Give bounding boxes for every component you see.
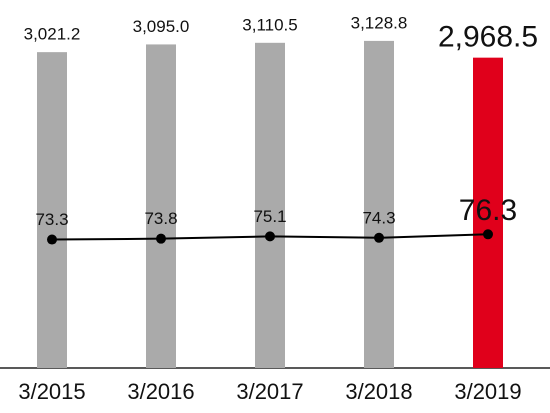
line-value-label: 73.3 [35,210,68,229]
line-value-label: 74.3 [362,208,395,227]
x-tick-label: 3/2019 [454,379,521,404]
line-value-label: 75.1 [253,207,286,226]
bar-value-label: 3,095.0 [133,17,190,36]
bar [473,57,503,368]
bar [146,44,176,368]
line-value-label: 76.3 [459,194,517,227]
bar [255,42,285,368]
x-tick-label: 3/2015 [18,379,85,404]
x-tick-label: 3/2016 [127,379,194,404]
bar-value-label: 3,128.8 [351,13,408,32]
x-tick-label: 3/2018 [345,379,412,404]
bar-value-label: 3,110.5 [242,15,297,34]
bar [364,40,394,368]
bar-value-label: 3,021.2 [24,25,81,44]
line-point [47,234,57,245]
x-tick-label: 3/2017 [236,379,303,404]
line-point [374,232,384,243]
line-value-label: 73.8 [144,209,177,228]
line-point [265,231,275,242]
bar [37,52,67,368]
line-point [483,229,493,240]
bar-value-label: 2,968.5 [438,21,538,54]
line-point [156,233,166,244]
